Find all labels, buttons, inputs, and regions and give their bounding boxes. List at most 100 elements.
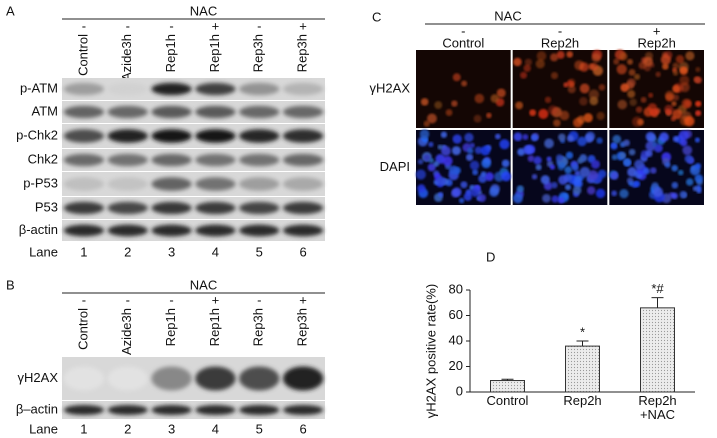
sign: - xyxy=(461,23,465,38)
cell xyxy=(589,96,599,106)
cell xyxy=(516,185,524,193)
row-label: β-actin xyxy=(19,222,58,237)
sign: - xyxy=(169,292,173,307)
cell xyxy=(685,51,695,61)
cell xyxy=(515,101,524,110)
cell xyxy=(572,185,582,195)
cell xyxy=(548,105,558,115)
micrograph xyxy=(609,49,704,128)
cell xyxy=(524,58,533,66)
micrograph xyxy=(512,49,608,128)
panel-label: B xyxy=(6,277,15,292)
row-label: β–actin xyxy=(16,401,58,416)
lane-name: Rep3h xyxy=(251,34,266,72)
cell xyxy=(650,167,657,174)
band xyxy=(151,82,192,96)
cell xyxy=(645,149,653,158)
band xyxy=(107,224,148,237)
cell xyxy=(679,66,688,75)
sign: + xyxy=(299,292,307,307)
lane-name: Azide3h xyxy=(119,308,134,355)
cell xyxy=(460,181,468,189)
cell xyxy=(544,96,552,103)
cell xyxy=(522,133,529,141)
cell xyxy=(671,100,677,107)
band xyxy=(282,224,324,237)
cell xyxy=(550,53,559,62)
cell xyxy=(635,106,643,113)
lane-number: 6 xyxy=(299,244,306,259)
cell xyxy=(587,170,599,181)
cell xyxy=(542,193,551,203)
cell xyxy=(645,131,656,142)
cell xyxy=(415,169,426,180)
cell xyxy=(473,114,482,123)
band xyxy=(239,224,280,237)
cell xyxy=(558,133,566,142)
cell xyxy=(490,94,500,103)
cell xyxy=(426,113,437,124)
row-label: p-P53 xyxy=(23,175,58,190)
cell xyxy=(420,98,429,106)
cell xyxy=(684,116,695,127)
cell xyxy=(647,103,658,113)
cell xyxy=(590,62,599,71)
lane-number: 5 xyxy=(256,244,263,259)
cell xyxy=(577,115,586,124)
panel-label: C xyxy=(372,9,381,24)
cell xyxy=(648,92,654,98)
band xyxy=(282,366,324,391)
band xyxy=(239,404,280,416)
cell xyxy=(559,162,565,168)
cell xyxy=(452,134,462,144)
cell xyxy=(682,145,693,156)
cell xyxy=(671,164,678,172)
cell xyxy=(467,147,474,154)
cell xyxy=(464,132,474,143)
cell xyxy=(591,53,601,63)
band xyxy=(195,201,236,215)
cell xyxy=(470,188,480,197)
cell xyxy=(549,164,556,170)
cell xyxy=(451,100,458,107)
band xyxy=(239,129,280,143)
treatment-label: NAC xyxy=(494,8,521,23)
band xyxy=(151,129,192,143)
cell xyxy=(695,66,701,73)
cell xyxy=(573,178,583,189)
bar xyxy=(640,307,675,393)
cell xyxy=(469,160,480,171)
sign: - xyxy=(257,18,261,33)
cell xyxy=(623,139,630,147)
cell xyxy=(694,163,702,170)
blot-strip xyxy=(62,172,325,196)
band xyxy=(282,82,324,96)
cell xyxy=(626,78,636,88)
cell xyxy=(417,184,426,193)
row-label: Chk2 xyxy=(28,151,58,166)
cell xyxy=(588,89,600,100)
band xyxy=(195,129,236,143)
band xyxy=(195,82,236,96)
micrograph xyxy=(416,50,511,128)
cell xyxy=(664,90,675,101)
cell xyxy=(694,137,700,143)
cell xyxy=(660,54,671,65)
cell xyxy=(675,55,685,64)
cell xyxy=(627,89,636,98)
cell xyxy=(551,181,558,189)
cell xyxy=(598,84,606,91)
cell xyxy=(538,108,549,119)
lane-name: Rep1h xyxy=(207,308,222,346)
cell xyxy=(514,59,520,66)
cell xyxy=(628,148,636,156)
column-label: Rep2h xyxy=(541,35,579,50)
row-label: P53 xyxy=(35,199,58,214)
band xyxy=(151,224,192,237)
cell xyxy=(480,171,487,177)
treatment-label: NAC xyxy=(190,3,217,18)
cell xyxy=(481,158,492,169)
band xyxy=(282,177,324,191)
band xyxy=(151,404,192,416)
